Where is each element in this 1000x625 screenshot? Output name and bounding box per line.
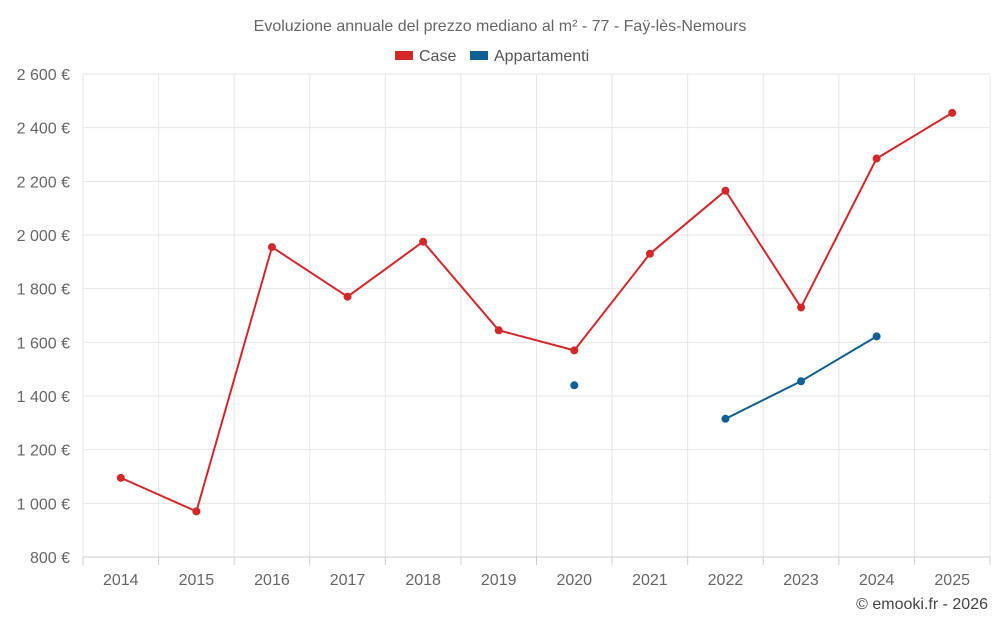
data-point[interactable] [797, 377, 806, 386]
y-tick-label: 800 € [30, 550, 70, 567]
data-point[interactable] [721, 186, 730, 195]
series-line [120, 112, 953, 513]
data-point[interactable] [797, 303, 806, 312]
data-point[interactable] [872, 154, 881, 163]
legend-item-appartamenti[interactable]: Appartamenti [470, 48, 589, 65]
y-tick-label: 2 400 € [17, 121, 70, 138]
series [116, 108, 957, 516]
y-tick-label: 1 400 € [17, 389, 70, 406]
data-point[interactable] [645, 249, 654, 258]
axes: 800 € 1 000 € 1 200 € 1 400 € 1 600 € 1 800 €… [17, 67, 991, 589]
data-point[interactable] [948, 108, 957, 117]
legend-item-case[interactable]: Case [395, 48, 456, 65]
data-point[interactable] [116, 473, 125, 482]
y-tick-label: 1 600 € [17, 335, 70, 352]
x-tick-label: 2015 [179, 572, 215, 589]
x-tick-label: 2023 [783, 572, 819, 589]
data-point[interactable] [721, 414, 730, 423]
x-tick-label: 2020 [556, 572, 592, 589]
data-point[interactable] [872, 332, 881, 341]
x-tick-label: 2019 [481, 572, 517, 589]
legend-label: Appartamenti [494, 48, 589, 65]
data-point[interactable] [192, 507, 201, 516]
x-tick-label: 2016 [254, 572, 290, 589]
y-tick-label: 2 600 € [17, 67, 70, 84]
y-tick-label: 1 000 € [17, 496, 70, 513]
legend-label: Case [419, 48, 456, 65]
legend-swatch [395, 51, 413, 60]
x-tick-label: 2017 [330, 572, 366, 589]
data-point[interactable] [343, 292, 352, 301]
series-case [116, 108, 957, 516]
y-tick-label: 2 200 € [17, 174, 70, 191]
data-point[interactable] [419, 237, 428, 246]
series-appartamenti [570, 332, 881, 423]
x-tick-label: 2021 [632, 572, 668, 589]
y-tick-label: 2 000 € [17, 228, 70, 245]
y-tick-label: 1 800 € [17, 282, 70, 299]
grid [82, 73, 991, 557]
legend: Case Appartamenti [395, 48, 589, 65]
data-point[interactable] [494, 326, 503, 335]
chart-title: Evoluzione annuale del prezzo mediano al… [254, 18, 747, 35]
x-tick-label: 2024 [859, 572, 895, 589]
x-tick-label: 2014 [103, 572, 139, 589]
x-tick-label: 2022 [708, 572, 744, 589]
data-point[interactable] [570, 381, 579, 390]
data-point[interactable] [267, 243, 276, 252]
legend-swatch [470, 51, 488, 60]
x-tick-label: 2025 [934, 572, 970, 589]
y-tick-label: 1 200 € [17, 443, 70, 460]
x-tick-label: 2018 [405, 572, 441, 589]
data-point[interactable] [570, 346, 579, 355]
chart-credit: © emooki.fr - 2026 [856, 596, 988, 613]
